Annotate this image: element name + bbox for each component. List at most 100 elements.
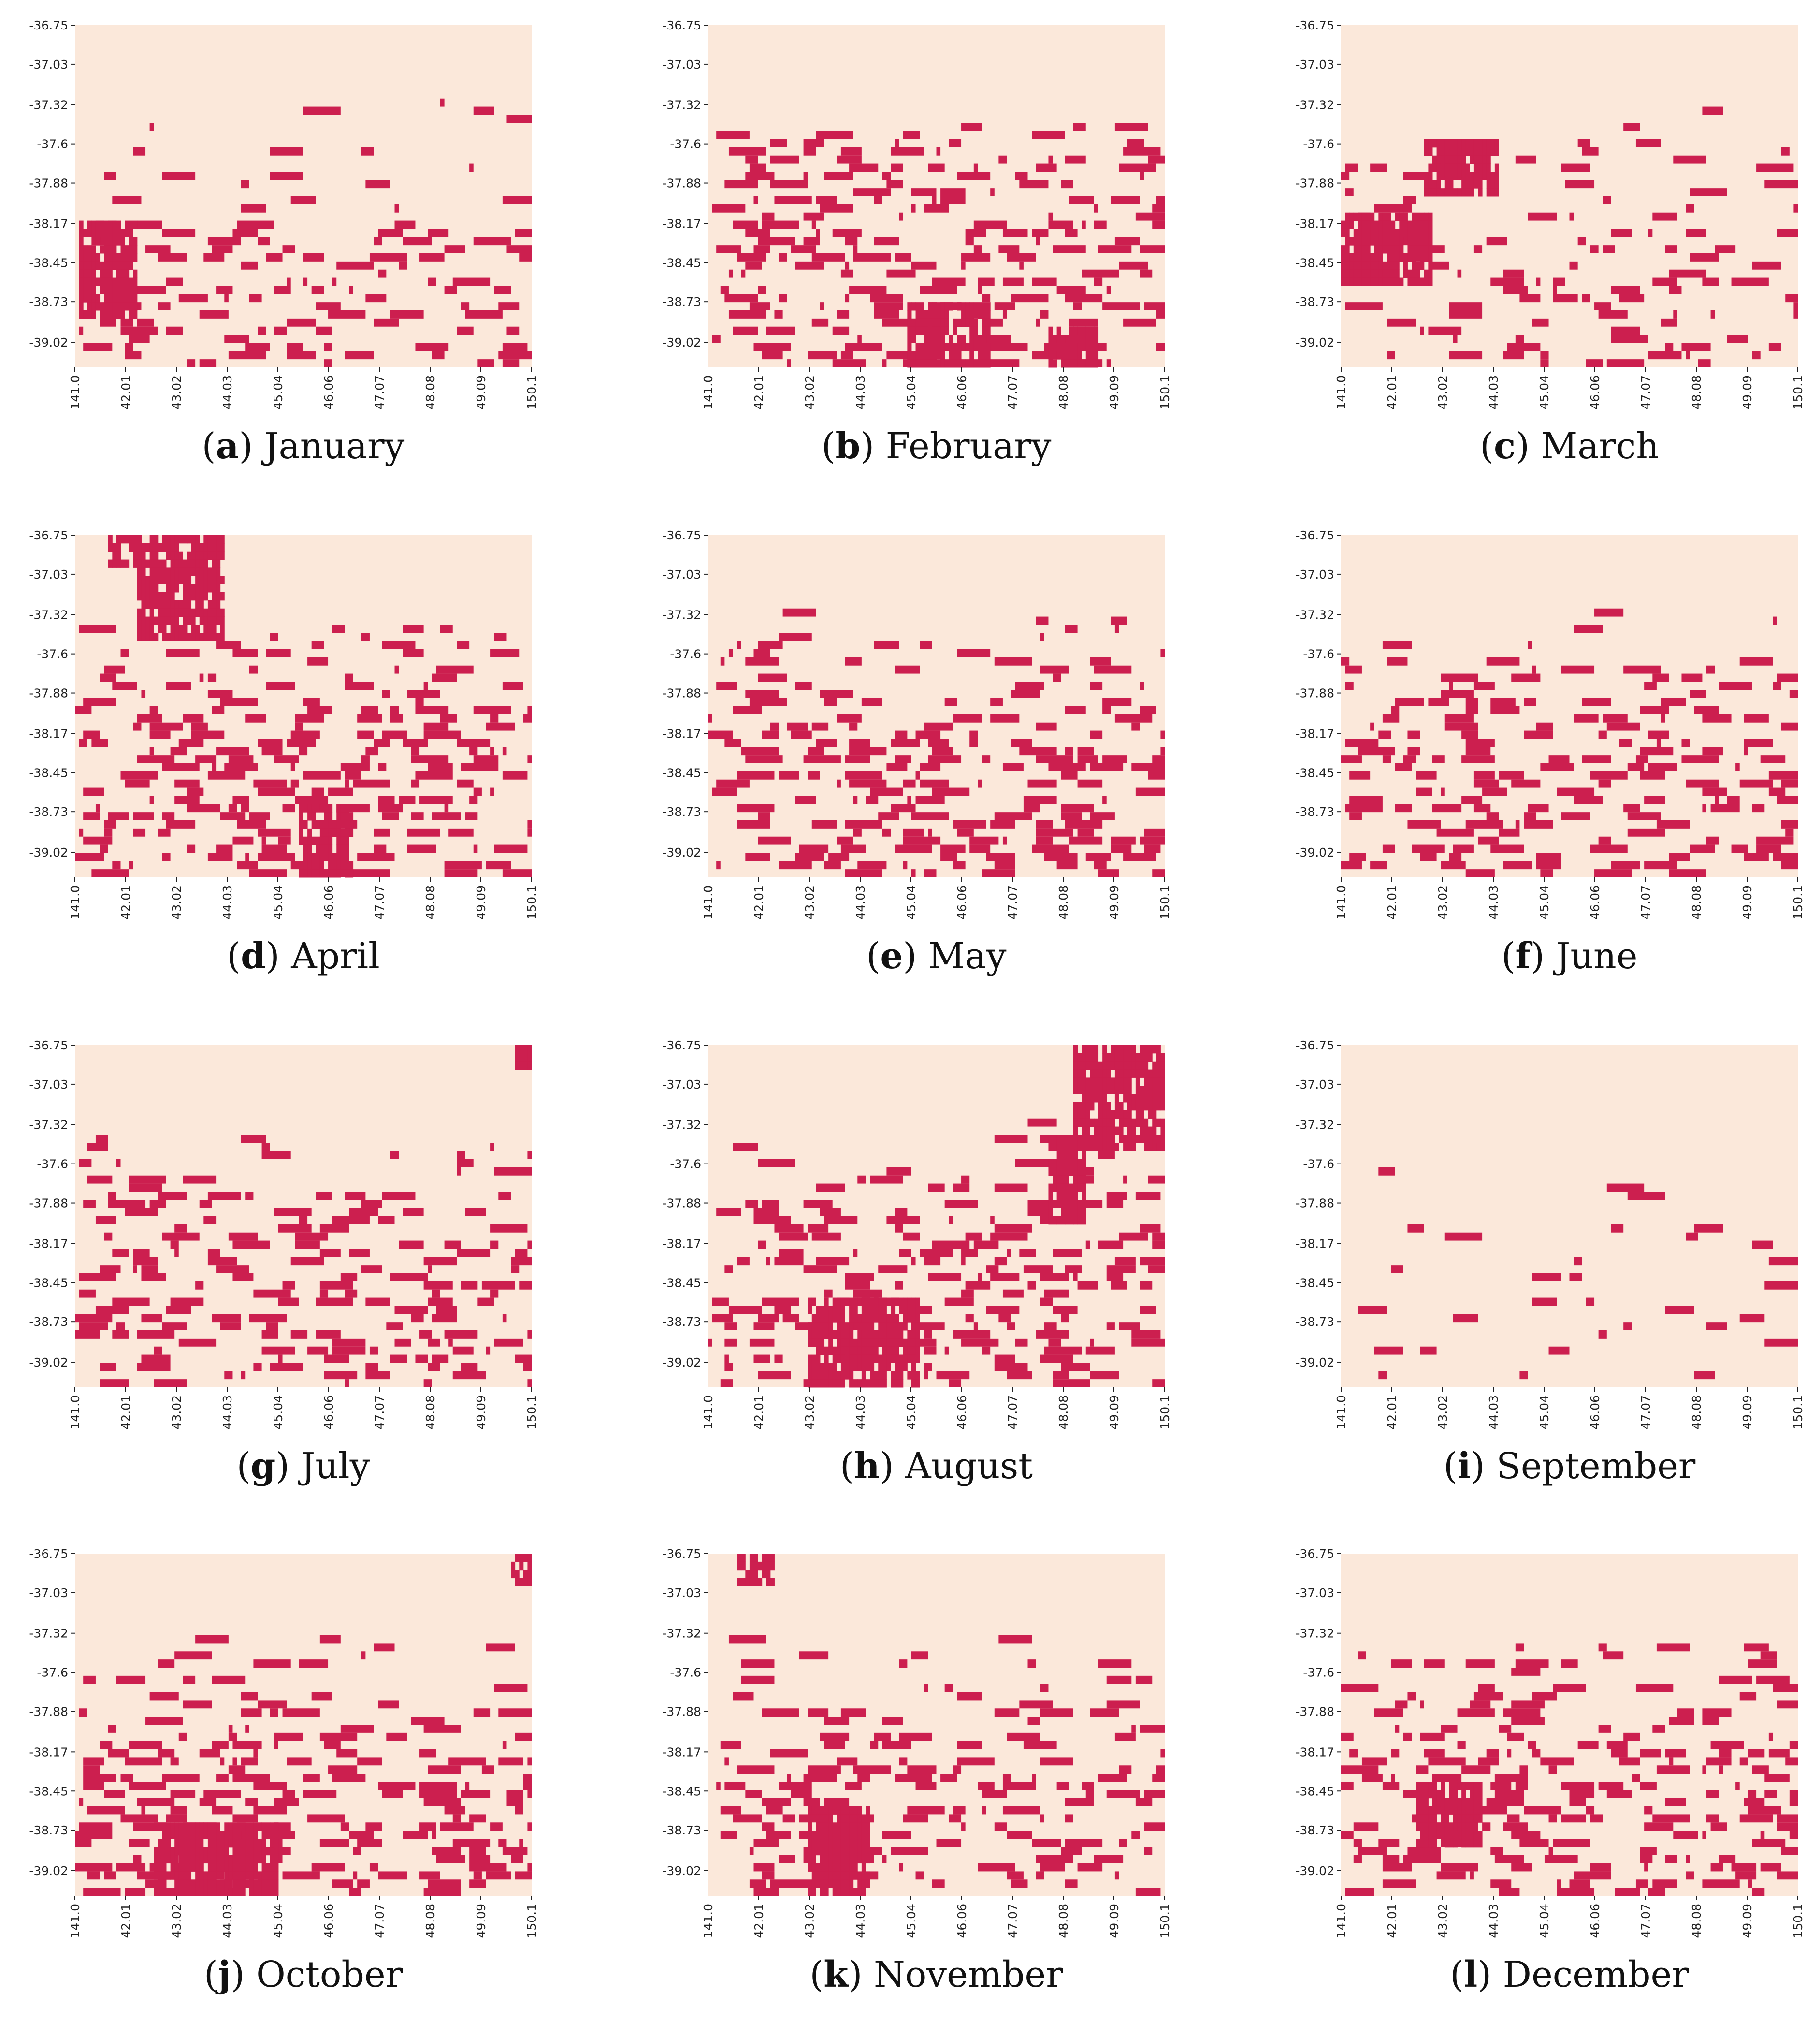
- occupied-cell: [1140, 1053, 1144, 1062]
- occupied-cell: [1690, 188, 1727, 196]
- occupied-cell: [270, 1839, 274, 1848]
- occupied-cell: [1353, 269, 1358, 278]
- occupied-cell: [332, 861, 337, 870]
- occupied-cell: [120, 535, 125, 544]
- occupied-cell: [116, 269, 121, 278]
- occupied-cell: [1465, 1839, 1470, 1848]
- y-tick-label: -37.88: [29, 1705, 68, 1719]
- occupied-cell: [1358, 277, 1362, 286]
- occupied-cell: [1557, 787, 1595, 796]
- occupied-cell: [166, 277, 183, 286]
- occupied-cell: [104, 828, 113, 837]
- occupied-cell: [1131, 1102, 1136, 1111]
- occupied-cell: [1453, 1814, 1458, 1823]
- occupied-cell: [183, 714, 204, 723]
- occupied-cell: [1449, 1839, 1454, 1848]
- occupied-cell: [1391, 277, 1396, 286]
- occupied-cell: [808, 1765, 841, 1774]
- occupied-cell: [1407, 237, 1412, 246]
- occupied-cell: [990, 1232, 1028, 1241]
- occupied-cell: [1378, 237, 1383, 246]
- occupied-cell: [1424, 188, 1429, 197]
- occupied-cell: [1160, 1118, 1165, 1127]
- occupied-cell: [1461, 172, 1466, 180]
- occupied-cell: [108, 237, 113, 246]
- occupied-cell: [212, 1863, 217, 1872]
- occupied-cell: [187, 1863, 192, 1872]
- occupied-cell: [1760, 1651, 1777, 1660]
- occupied-cell: [295, 1232, 329, 1241]
- occupied-cell: [1444, 1232, 1483, 1241]
- occupied-cell: [1114, 1143, 1119, 1151]
- occupied-cell: [357, 853, 395, 861]
- occupied-cell: [249, 1847, 254, 1856]
- occupied-cell: [519, 1281, 532, 1290]
- caption-letter: b: [835, 425, 861, 467]
- occupied-cell: [419, 1749, 436, 1758]
- occupied-cell: [79, 625, 116, 633]
- occupied-cell: [199, 1749, 220, 1758]
- occupied-cell: [166, 543, 171, 552]
- occupied-cell: [861, 1346, 866, 1355]
- y-tick-label: -38.73: [662, 1823, 701, 1837]
- occupied-cell: [345, 861, 349, 870]
- occupied-cell: [1416, 1765, 1429, 1774]
- y-tick-label: -37.03: [1295, 1077, 1334, 1091]
- occupied-cell: [882, 1338, 887, 1347]
- occupied-cell: [866, 1814, 870, 1823]
- occupied-cell: [191, 559, 196, 568]
- occupied-cell: [1528, 212, 1557, 221]
- occupied-cell: [1486, 1749, 1499, 1758]
- panel-caption: (k) November: [809, 1954, 1063, 1995]
- occupied-cell: [216, 559, 221, 568]
- occupied-cell: [870, 1314, 875, 1323]
- occupied-cell: [1428, 1782, 1433, 1790]
- occupied-cell: [911, 204, 916, 213]
- heatmap-panel-h: -36.75 -37.03 -37.32 -37.6 -37.88 -38.17 -38.4…: [633, 1020, 1240, 1528]
- occupied-cell: [1077, 779, 1103, 788]
- occupied-cell: [1135, 1061, 1140, 1070]
- y-tick-label: -39.02: [662, 845, 701, 859]
- y-tick-label: -38.17: [1295, 1237, 1334, 1251]
- occupied-cell: [158, 1749, 175, 1758]
- occupied-cell: [1061, 1183, 1066, 1192]
- occupied-cell: [191, 608, 196, 617]
- occupied-cell: [237, 1871, 242, 1880]
- occupied-cell: [1503, 1822, 1528, 1831]
- y-tick-label: -37.32: [662, 608, 701, 622]
- occupied-cell: [957, 1757, 995, 1766]
- occupied-cell: [1048, 1143, 1053, 1151]
- y-tick-label: -39.02: [662, 1355, 701, 1369]
- occupied-cell: [1444, 180, 1449, 189]
- occupied-cell: [116, 1322, 125, 1330]
- occupied-cell: [1432, 139, 1437, 148]
- occupied-cell: [1090, 812, 1115, 820]
- occupied-cell: [1131, 1118, 1136, 1127]
- occupied-cell: [1403, 1790, 1416, 1798]
- occupied-cell: [104, 172, 116, 180]
- occupied-cell: [1090, 335, 1095, 343]
- occupied-cell: [837, 1306, 841, 1314]
- occupied-cell: [1053, 1379, 1090, 1387]
- occupied-cell: [1473, 1839, 1478, 1848]
- occupied-cell: [108, 245, 113, 254]
- occupied-cell: [440, 1822, 474, 1831]
- occupied-cell: [1490, 698, 1516, 706]
- occupied-cell: [816, 1847, 821, 1856]
- occupied-cell: [907, 310, 912, 319]
- occupied-cell: [1432, 1790, 1437, 1799]
- occupied-cell: [191, 633, 196, 641]
- occupied-cell: [1694, 1371, 1715, 1380]
- occupied-cell: [840, 1831, 845, 1839]
- heatmap-svg: -36.75-37.03-37.32-37.6-37.88-38.17-38.4…: [662, 1547, 1172, 1938]
- occupied-cell: [245, 1798, 258, 1806]
- occupied-cell: [1473, 1831, 1478, 1839]
- occupied-cell: [803, 237, 820, 246]
- x-tick-label: 49.09: [1740, 375, 1754, 410]
- occupied-cell: [1053, 1175, 1057, 1184]
- x-tick-label: 42.01: [119, 1395, 133, 1430]
- occupied-cell: [1152, 1110, 1157, 1119]
- occupied-cell: [712, 1297, 729, 1306]
- occupied-cell: [120, 253, 125, 262]
- occupied-cell: [1416, 212, 1420, 221]
